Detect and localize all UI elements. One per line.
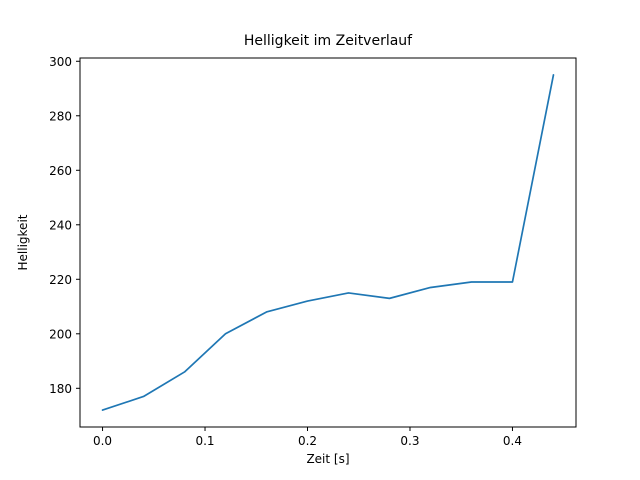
x-tick-label: 0.0: [93, 434, 112, 448]
y-tick-label: 200: [49, 327, 72, 341]
y-tick-label: 260: [49, 164, 72, 178]
plot-border: [79, 57, 577, 428]
chart-title: Helligkeit im Zeitverlauf: [244, 33, 413, 49]
x-tick-label: 0.2: [298, 434, 317, 448]
data-line-series: [101, 74, 555, 411]
x-tick-label: 0.4: [503, 434, 522, 448]
x-tick-label: 0.3: [400, 434, 419, 448]
y-tick-label: 220: [49, 273, 72, 287]
x-tick-label: 0.1: [195, 434, 214, 448]
y-tick-label: 180: [49, 382, 72, 396]
y-tick-label: 280: [49, 109, 72, 123]
y-axis-label: Helligkeit: [16, 214, 30, 270]
y-tick-label: 300: [49, 55, 72, 69]
x-axis-label: Zeit [s]: [306, 452, 349, 466]
y-tick-label: 240: [49, 218, 72, 232]
